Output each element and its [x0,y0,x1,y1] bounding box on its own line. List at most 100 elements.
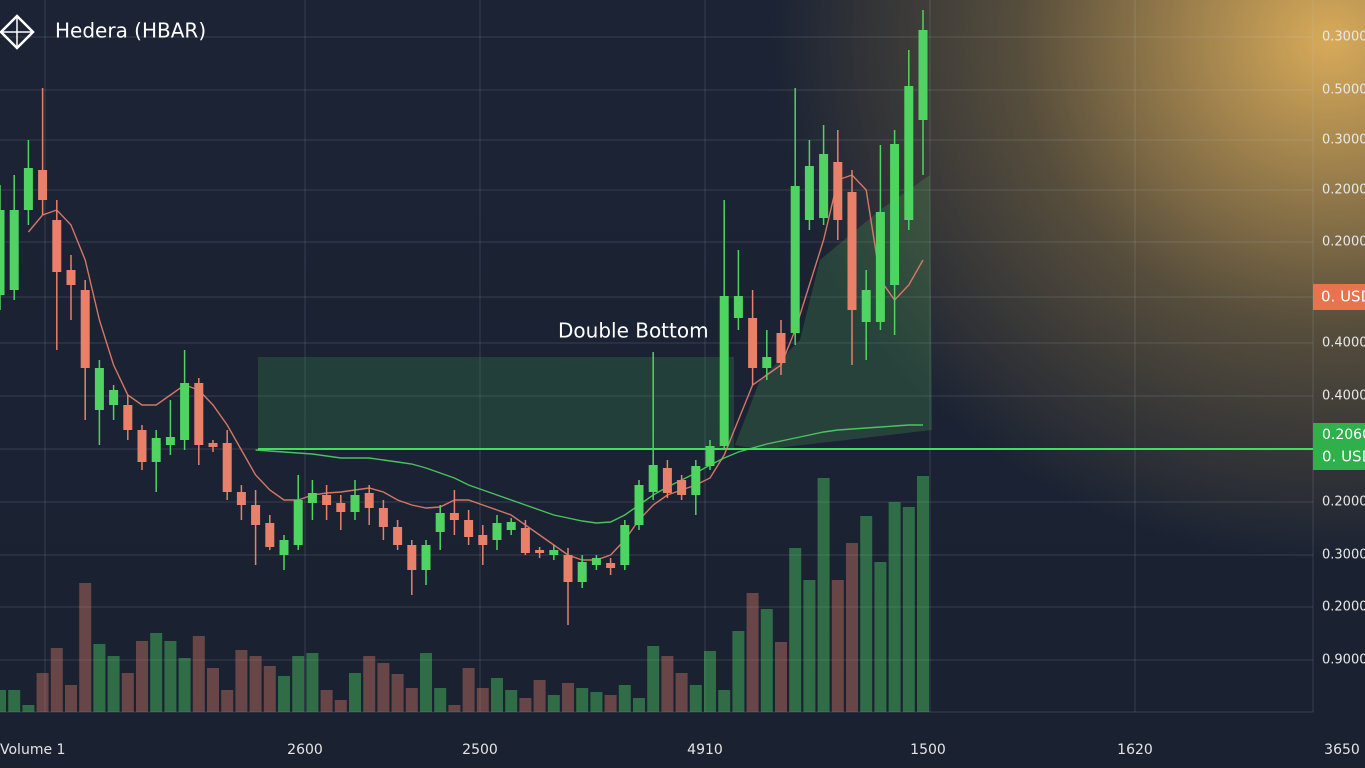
volume-bar [491,678,503,712]
volume-bar [320,690,333,712]
volume-bar [207,668,219,712]
volume-bar [235,650,248,712]
candle-body [691,466,701,495]
candle-body [890,144,900,285]
candle-body [421,545,431,570]
candle-body [449,513,459,520]
volume-bar [221,690,234,712]
candle-body [378,508,388,527]
volume-bar [746,593,759,712]
current-price-badge [1313,284,1365,310]
volume-bar [533,680,546,712]
grid [0,0,1313,712]
candle-body [307,493,317,503]
candle-body [861,290,871,322]
y-axis-label: 0.3000 [1322,548,1365,563]
candle-body [762,357,772,368]
volume-bar [718,690,731,712]
y-axis-label: 0.3000 [1322,133,1365,148]
volume-bar [604,695,617,712]
candle-body [0,210,5,295]
candle-body [535,550,545,553]
volume-bar [0,690,6,712]
volume-bar [391,674,404,712]
volume-bar [902,507,915,712]
volume-bar [661,656,674,712]
candle-body [151,438,161,462]
candle-body [591,558,601,565]
candle-body [9,210,19,290]
candle-body [52,220,62,272]
level-badge [1313,423,1365,470]
y-axis-label: 0.4000 [1322,336,1365,351]
candle-body [705,446,715,466]
candle-body [918,30,928,120]
candle-body [222,443,232,492]
volume-bar [178,658,191,712]
volume-bar [50,648,63,712]
volume-bar [576,688,589,712]
candle-body [790,186,800,333]
volume-bar [164,641,177,712]
y-axis-label: 0.2000 [1322,183,1365,198]
candle-body [606,563,616,568]
candle-body [38,170,48,200]
volume-bar [590,692,603,712]
volume-bar [817,478,830,712]
candle-body [804,166,814,220]
volume-bar [249,656,262,712]
candle-body [549,550,559,555]
candle-body [336,503,346,512]
candle-body [577,562,587,582]
volume-bar [306,653,319,712]
candle-body [350,495,360,512]
volume-bar [65,685,77,712]
y-axis-label: 0.2000 [1322,600,1365,615]
candle-body [236,492,246,505]
candle-body [194,383,204,445]
volume-bar [278,676,290,712]
x-axis-label: 2600 [287,742,323,758]
x-axis-label: Volume 1 [0,742,65,758]
candle-body [847,192,857,310]
volume-bar [150,633,163,712]
volume-bar [363,656,376,712]
volume-bar [79,583,92,712]
chart-title: Hedera (HBAR) [55,19,206,43]
volume-bar [874,562,887,712]
y-axis-label: 0.9000 [1322,653,1365,668]
volume-bar [292,656,305,712]
candle-body [208,443,218,447]
volume-bar [263,666,276,712]
candle-body [23,168,33,210]
candle-body [293,500,303,545]
candle-body [819,154,829,218]
volume-bar [377,663,390,712]
volume-bar [334,700,347,712]
volume-bar [675,673,688,712]
candle-body [634,485,644,525]
volume-bar [22,705,35,712]
y-axis-label: 0.2000 [1322,495,1365,510]
y-axis-label: 0.5000 [1322,83,1365,98]
volume-bar [8,690,21,712]
y-axis-label: 0.4000 [1322,389,1365,404]
candle-body [520,528,530,553]
current-price-text: 0. USD [1321,288,1365,306]
volume-bar [789,548,802,712]
candle-body [563,555,573,582]
candle-body [904,86,914,220]
candle-body [364,493,374,508]
moving-average [255,424,923,524]
volume-bar [888,502,901,712]
volume-bar [760,609,773,712]
candle-body [620,525,630,565]
candle-body [80,290,90,368]
volume-bar [860,516,873,712]
candle-body [875,212,885,322]
volume-bar [192,636,205,712]
candle-body [165,437,175,445]
candle-body [833,162,843,220]
